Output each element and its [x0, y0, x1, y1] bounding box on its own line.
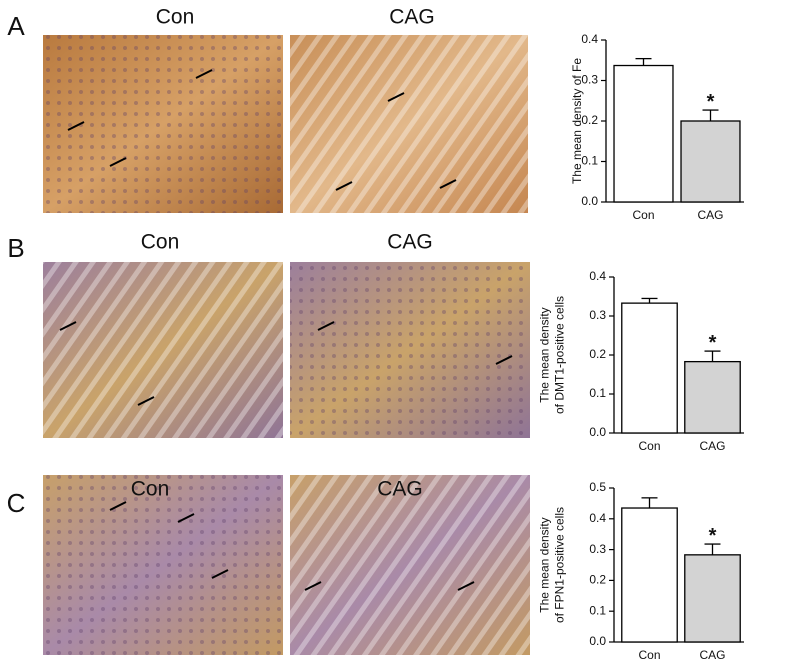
- y-tick-label: 0.1: [589, 386, 606, 400]
- micrograph-texture: [43, 262, 283, 438]
- y-axis-label: The mean density: [538, 307, 552, 402]
- image-label: CAG: [389, 6, 435, 29]
- micrographs: [43, 35, 530, 655]
- micrograph-texture: [290, 35, 528, 213]
- error-bar: [641, 497, 658, 509]
- significance-marker: *: [709, 332, 717, 354]
- bar: [684, 360, 741, 434]
- y-tick-label: 0.3: [581, 73, 598, 87]
- error-bar: [704, 543, 721, 555]
- x-tick-label: Con: [638, 439, 660, 453]
- micrograph-texture: [290, 475, 530, 655]
- y-tick-label: 0.3: [589, 308, 606, 322]
- y-tick-label: 0.0: [581, 194, 598, 208]
- bar: [684, 554, 741, 643]
- image-label: CAG: [387, 231, 433, 254]
- x-tick-label: Con: [638, 648, 660, 662]
- y-tick-label: 0.2: [589, 573, 606, 587]
- y-axis-label: of FPN1-positive cells: [553, 507, 567, 623]
- error-bar: [635, 57, 652, 66]
- panel-label: C: [7, 488, 26, 518]
- y-tick-label: 0.3: [589, 542, 606, 556]
- x-tick-label: CAG: [697, 208, 723, 222]
- y-axis-label: of DMT1-positive cells: [553, 296, 567, 414]
- y-axis-label: The mean density of Fe: [570, 58, 584, 184]
- error-bar: [641, 297, 658, 304]
- error-bar: [702, 109, 719, 121]
- micrograph-texture: [43, 35, 283, 213]
- micrograph-texture: [43, 475, 283, 655]
- image-label: CAG: [377, 478, 423, 501]
- x-tick-label: CAG: [699, 648, 725, 662]
- y-tick-label: 0.4: [589, 511, 606, 525]
- y-tick-label: 0.5: [589, 480, 606, 494]
- y-tick-label: 0.1: [581, 154, 598, 168]
- y-tick-label: 0.0: [589, 634, 606, 648]
- bar: [621, 507, 678, 643]
- image-label: Con: [141, 231, 180, 254]
- micrograph-texture: [290, 262, 530, 438]
- image-label: Con: [156, 6, 195, 29]
- x-tick-label: Con: [632, 208, 654, 222]
- y-tick-label: 0.1: [589, 603, 606, 617]
- bar: [680, 120, 741, 203]
- panel-label: B: [7, 233, 24, 263]
- x-tick-label: CAG: [699, 439, 725, 453]
- panel-label: A: [7, 11, 25, 41]
- y-tick-label: 0.2: [581, 113, 598, 127]
- y-tick-label: 0.2: [589, 347, 606, 361]
- significance-marker: *: [709, 525, 717, 547]
- y-tick-label: 0.4: [581, 32, 598, 46]
- charts: A Con CAG 0.0 0.1 0.2 0.3 0.4 The mean density o…: [7, 6, 744, 662]
- arrows: [59, 69, 513, 591]
- y-tick-label: 0.0: [589, 425, 606, 439]
- significance-marker: *: [707, 91, 715, 113]
- bar: [613, 64, 674, 203]
- image-label: Con: [131, 478, 170, 501]
- error-bar: [704, 350, 721, 362]
- y-tick-label: 0.4: [589, 269, 606, 283]
- y-axis-label: The mean density: [538, 517, 552, 612]
- bar: [621, 302, 678, 434]
